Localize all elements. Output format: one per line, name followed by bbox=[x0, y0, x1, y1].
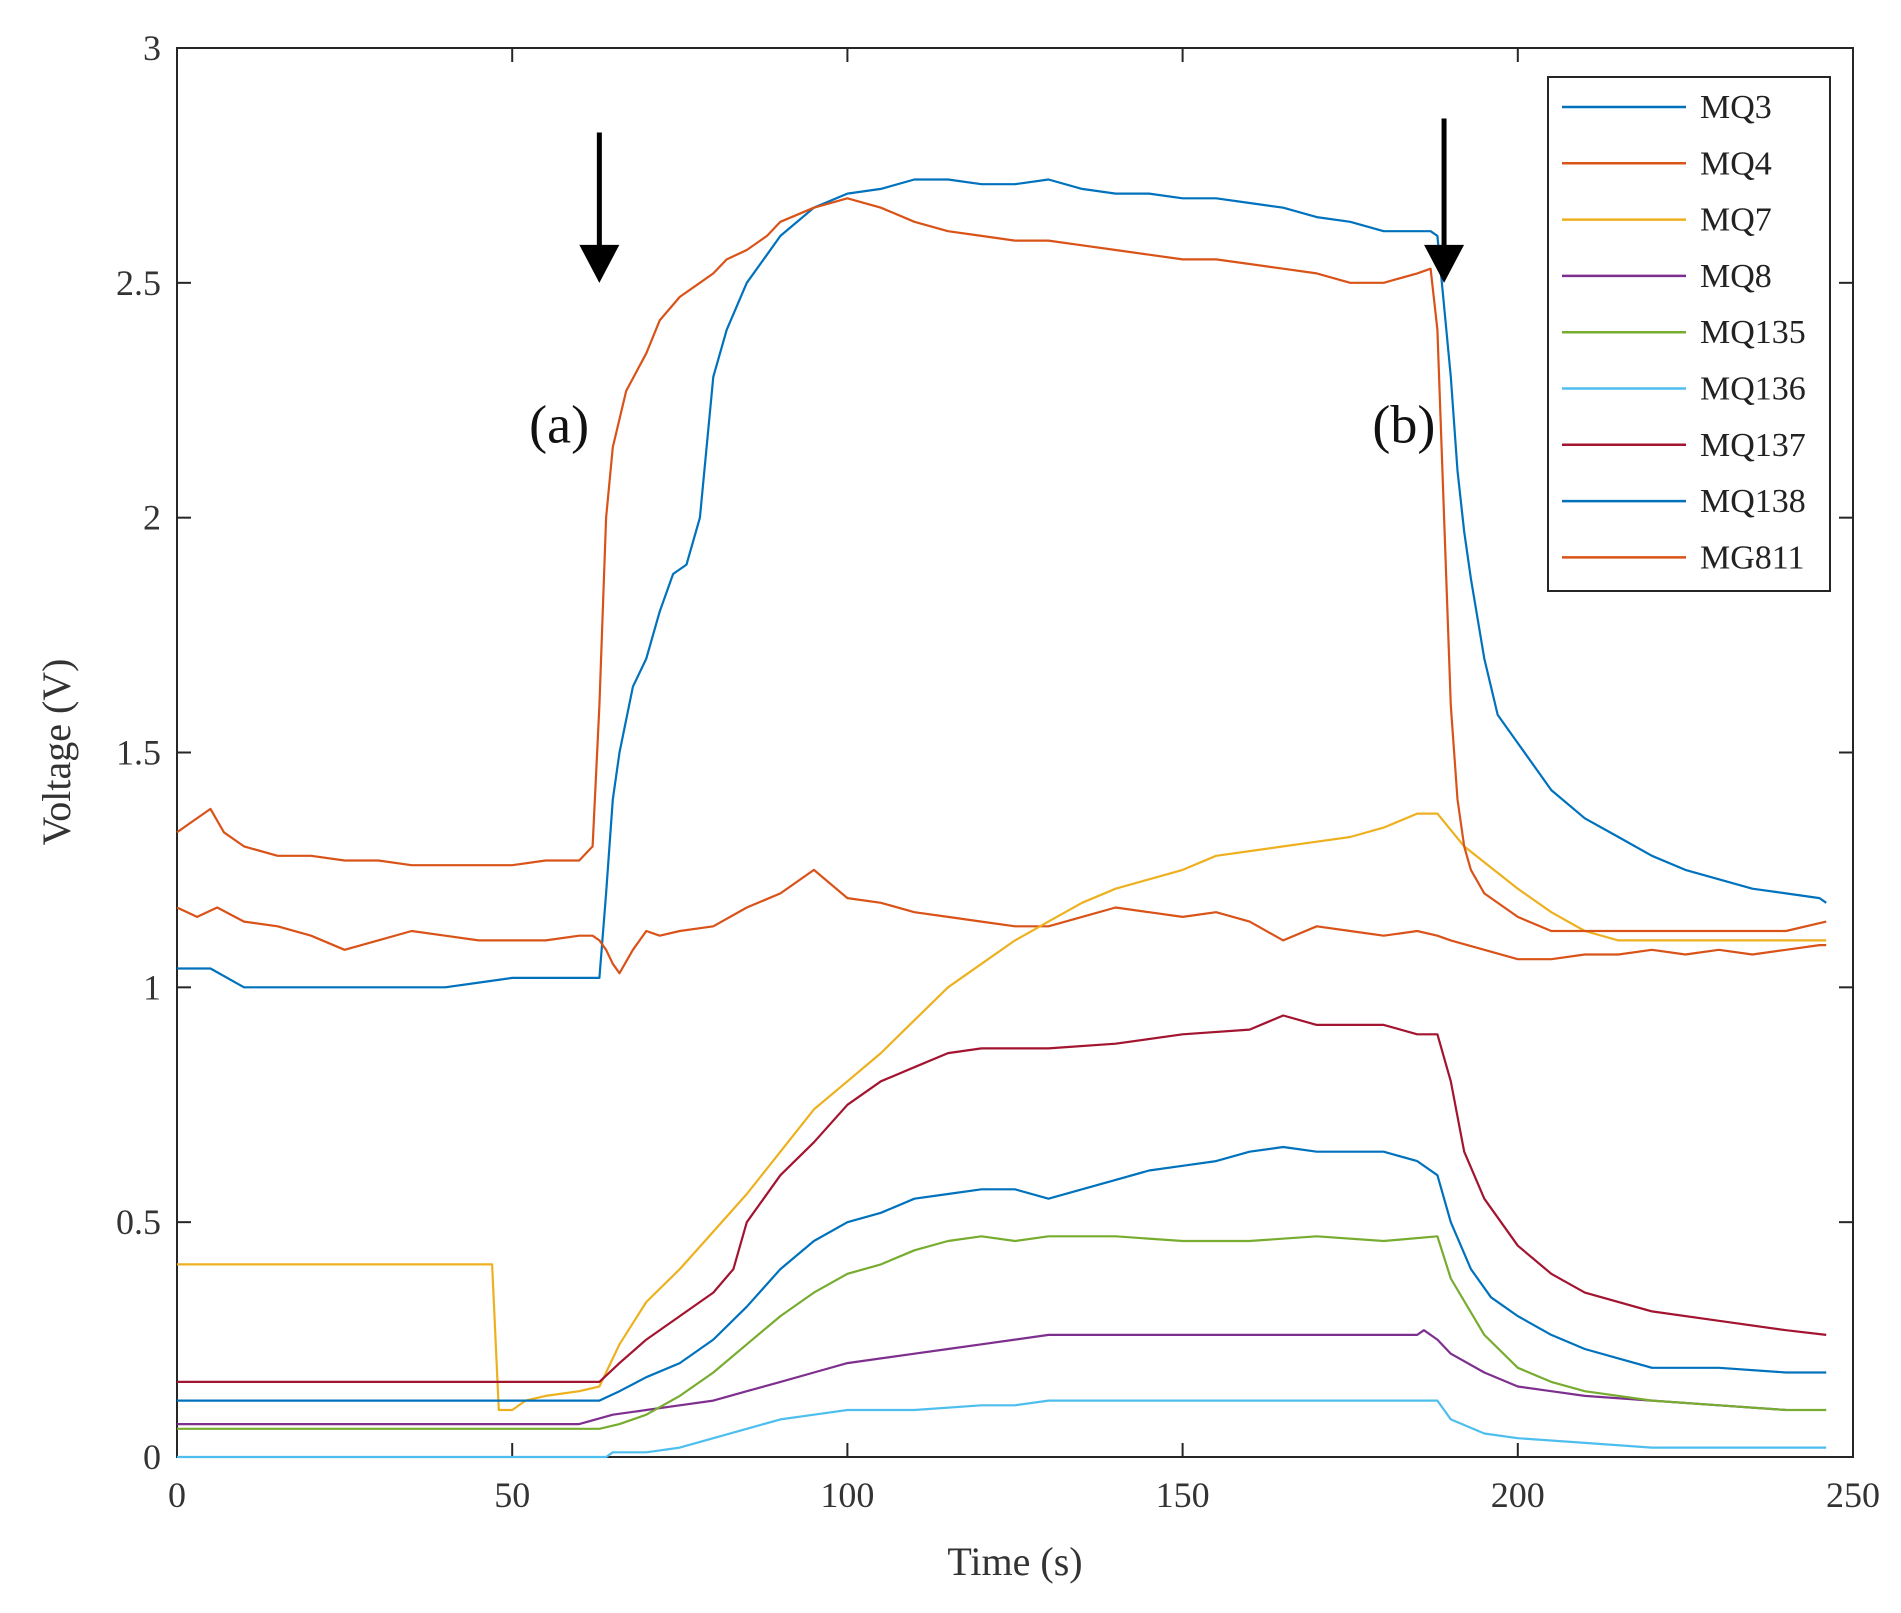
x-tick-labels: 0 50 100 150 200 250 bbox=[168, 1475, 1880, 1515]
series-line-mq8 bbox=[177, 1329, 1787, 1426]
x-tick-label: 150 bbox=[1156, 1475, 1210, 1515]
annotation-arrow-head bbox=[1424, 244, 1465, 283]
x-tick-label: 0 bbox=[168, 1475, 186, 1515]
legend-label-mq137: MQ137 bbox=[1700, 427, 1806, 464]
series-line-mg811 bbox=[176, 197, 1827, 933]
legend-label-mq4: MQ4 bbox=[1700, 145, 1772, 182]
series-line-mq137 bbox=[177, 1014, 1827, 1384]
y-tick-label: 2.5 bbox=[116, 263, 161, 303]
axis-ticks bbox=[176, 47, 1854, 1458]
y-tick-label: 3 bbox=[143, 28, 161, 68]
x-tick-label: 250 bbox=[1826, 1475, 1880, 1515]
y-tick-label: 2 bbox=[143, 498, 161, 538]
y-tick-label: 0 bbox=[143, 1437, 161, 1477]
annotation-arrow-head bbox=[579, 244, 620, 283]
y-tick-label: 0.5 bbox=[116, 1202, 161, 1242]
annotations: (a) (b) bbox=[529, 118, 1465, 455]
legend-label-mq138: MQ138 bbox=[1700, 483, 1806, 520]
series-line-mq3 bbox=[177, 178, 1827, 989]
series-line-mq4 bbox=[176, 868, 1827, 975]
series-line-mq138 bbox=[177, 1145, 1827, 1402]
series-layer bbox=[176, 178, 1827, 1459]
x-tick-label: 50 bbox=[494, 1475, 530, 1515]
annotation-label: (a) bbox=[529, 395, 589, 455]
y-tick-label: 1.5 bbox=[116, 733, 161, 773]
x-tick-label: 100 bbox=[820, 1475, 874, 1515]
legend-label-mq8: MQ8 bbox=[1700, 258, 1772, 295]
series-line-mq135 bbox=[177, 1235, 1827, 1430]
x-tick-label: 200 bbox=[1491, 1475, 1545, 1515]
legend-label-mq136: MQ136 bbox=[1700, 371, 1806, 408]
legend-label-mq7: MQ7 bbox=[1700, 202, 1772, 239]
legend-label-mq3: MQ3 bbox=[1700, 89, 1772, 126]
legend: MQ3 MQ4 MQ7 MQ8 MQ135 MQ136 MQ137 MQ138 MG811 bbox=[1547, 76, 1831, 592]
legend-label-mg811: MG811 bbox=[1700, 539, 1805, 576]
annotation-label: (b) bbox=[1372, 395, 1435, 455]
y-tick-labels: 0 0.5 1 1.5 2 2.5 3 bbox=[116, 28, 161, 1477]
y-axis-title: Voltage (V) bbox=[34, 659, 79, 846]
legend-entries: MQ3 MQ4 MQ7 MQ8 MQ135 MQ136 MQ137 MQ138 MG811 bbox=[1562, 89, 1806, 576]
series-line-mq136 bbox=[177, 1399, 1827, 1459]
y-tick-label: 1 bbox=[143, 967, 161, 1007]
x-axis-title: Time (s) bbox=[947, 1539, 1082, 1584]
series-line-mq7 bbox=[177, 812, 1827, 1412]
legend-label-mq135: MQ135 bbox=[1700, 314, 1806, 351]
